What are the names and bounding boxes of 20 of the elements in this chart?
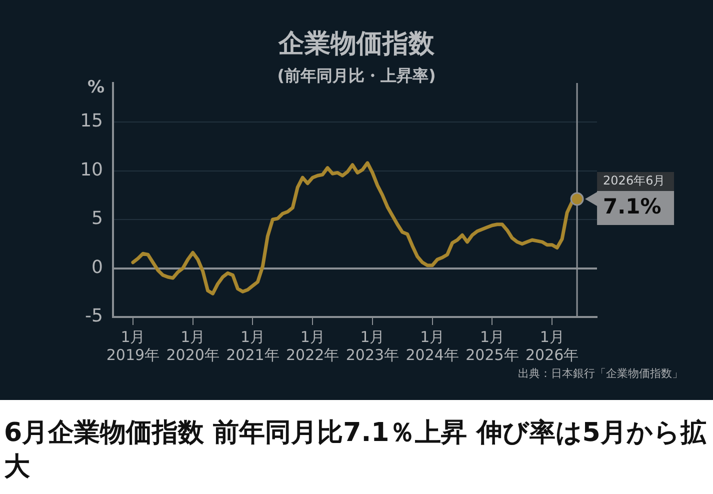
chart-subtitle: (前年同月比・上昇率) (277, 66, 436, 85)
y-tick-label: 10 (80, 159, 103, 180)
y-tick-label: 15 (80, 110, 103, 132)
x-tick-label: 1月 2026年 (526, 328, 579, 364)
x-tick-label: 1月 2024年 (406, 328, 459, 364)
chart-title: 企業物価指数 (277, 28, 436, 61)
text: 6月企業物価指数 前年同月比7.1％上昇 伸び率は5月から拡大 (3, 417, 708, 484)
x-tick-label: 1月 2020年 (166, 328, 220, 364)
x-tick-label: 1月 2023年 (346, 328, 400, 364)
y-tick-label: 5 (92, 208, 103, 230)
y-tick-label: -5 (85, 306, 103, 327)
x-tick-label: 1月 2021年 (226, 328, 280, 364)
annotation: 7.1% (603, 194, 662, 218)
x-tick-label: 1月 2019年 (106, 328, 160, 364)
y-axis-title: % (87, 77, 105, 98)
annotation: 2026年6月 (603, 174, 666, 188)
x-tick-label: 1月 2025年 (466, 328, 519, 364)
x-tick-label: 1月 2022年 (286, 328, 340, 364)
y-tick-label: 0 (92, 256, 103, 278)
source-note: 出典：日本銀行「企業物価指数」 (518, 366, 683, 380)
